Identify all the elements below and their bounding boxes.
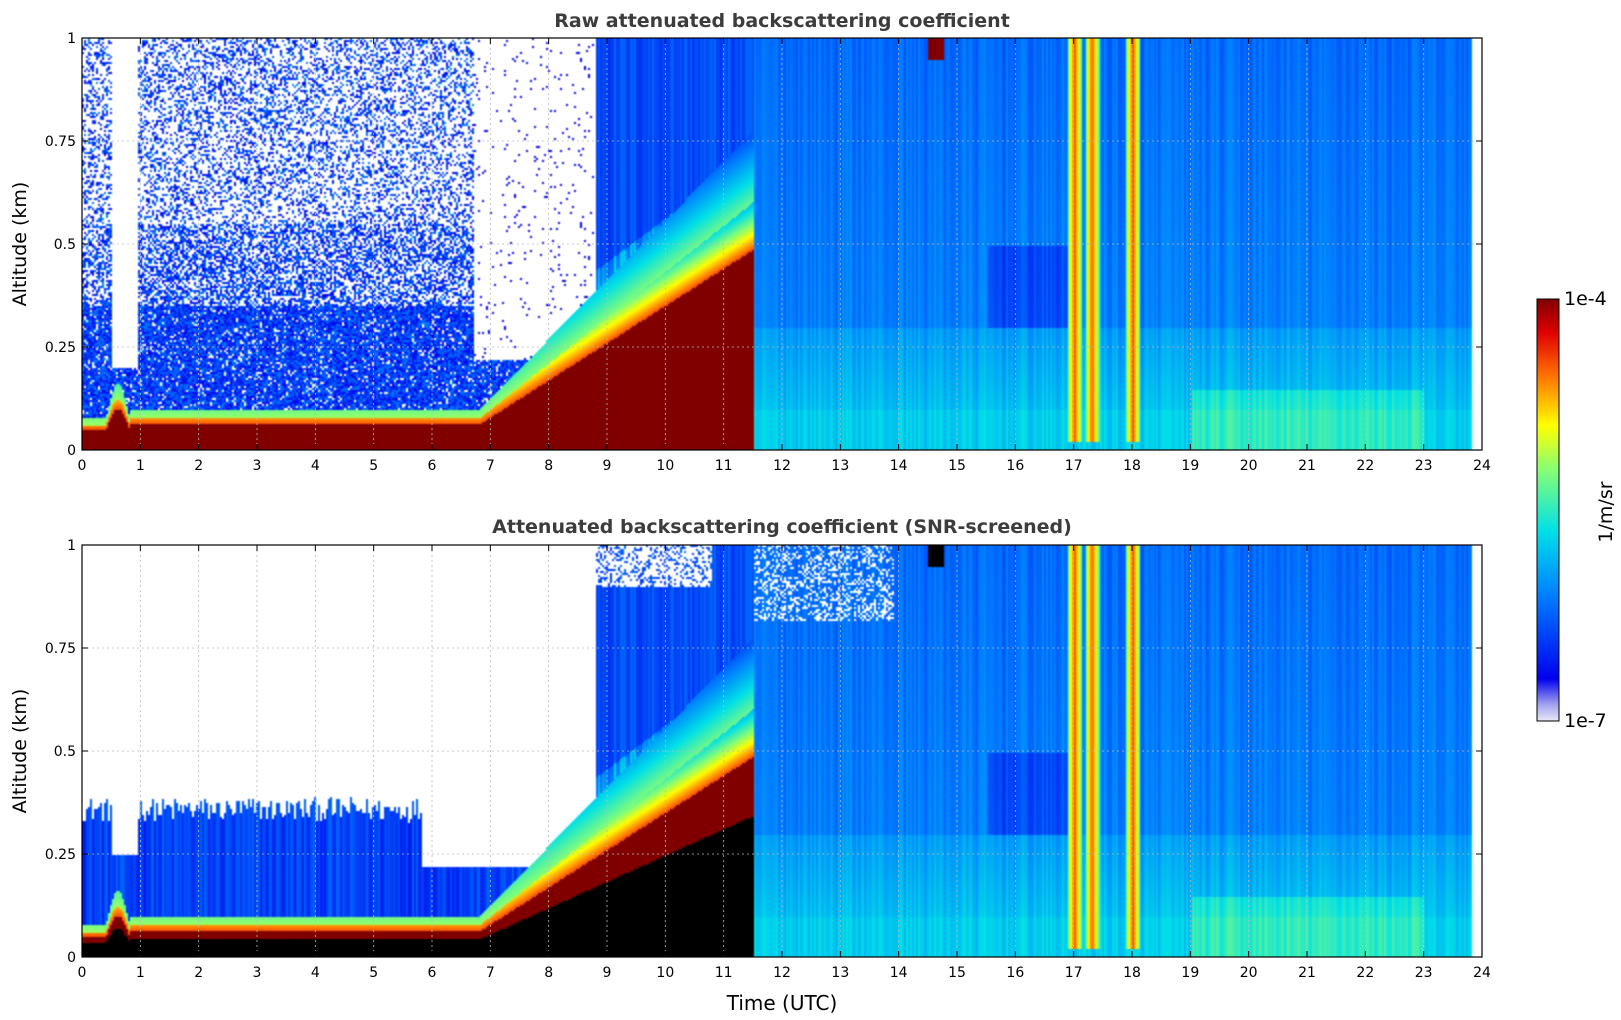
- panel-raw-ylabel: Altitude (km): [9, 182, 31, 307]
- x-tick-label: 4: [311, 965, 320, 981]
- colorbar-gradient: [1536, 298, 1560, 722]
- panel-raw-x-ticks: 0 1 2 3 4 5 6 7 8 9 10 11 12 13 14 15 16 17 18 19 20 21 22 23 24: [78, 38, 1491, 474]
- x-tick-label: 2: [194, 965, 203, 981]
- x-tick-label: 4: [311, 458, 320, 474]
- x-tick-label: 2: [194, 458, 203, 474]
- x-tick-label: 20: [1240, 965, 1258, 981]
- panel-raw-title: Raw attenuated backscattering coefficien…: [554, 10, 1010, 32]
- x-tick-label: 14: [890, 965, 908, 981]
- colorbar: 1e-4 1e-7 1/m/sr: [1536, 288, 1617, 732]
- x-tick-label: 14: [890, 458, 908, 474]
- x-tick-label: 22: [1356, 458, 1374, 474]
- x-tick-label: 20: [1240, 458, 1258, 474]
- x-tick-label: 17: [1065, 965, 1083, 981]
- x-tick-label: 3: [253, 458, 262, 474]
- panel-screened-xlabel: Time (UTC): [726, 991, 838, 1015]
- y-tick-label: 0.75: [45, 641, 76, 657]
- colorbar-label: 1/m/sr: [1595, 481, 1617, 542]
- x-tick-label: 22: [1356, 965, 1374, 981]
- panel-screened: Attenuated backscattering coefficient (S…: [9, 516, 1491, 1015]
- x-tick-label: 8: [544, 458, 553, 474]
- x-tick-label: 24: [1473, 458, 1491, 474]
- x-tick-label: 13: [831, 965, 849, 981]
- x-tick-label: 7: [486, 458, 495, 474]
- x-tick-label: 13: [831, 458, 849, 474]
- y-tick-label: 0: [67, 950, 76, 966]
- x-tick-label: 5: [369, 965, 378, 981]
- x-tick-label: 17: [1065, 458, 1083, 474]
- y-tick-label: 0: [67, 443, 76, 459]
- y-tick-label: 0.75: [45, 134, 76, 150]
- y-tick-label: 1: [67, 538, 76, 554]
- x-tick-label: 21: [1298, 965, 1316, 981]
- y-tick-label: 0.25: [45, 847, 76, 863]
- x-tick-label: 15: [948, 965, 966, 981]
- y-tick-label: 0.25: [45, 340, 76, 356]
- panel-screened-ylabel: Altitude (km): [9, 689, 31, 814]
- panel-screened-y-ticks: 0 0.25 0.5 0.75 1: [45, 538, 1482, 966]
- x-tick-label: 8: [544, 965, 553, 981]
- x-tick-label: 16: [1006, 965, 1024, 981]
- y-tick-label: 0.5: [54, 744, 76, 760]
- panel-raw-grid: [82, 38, 1482, 450]
- y-tick-label: 1: [67, 31, 76, 47]
- x-tick-label: 6: [428, 458, 437, 474]
- x-tick-label: 1: [136, 458, 145, 474]
- x-tick-label: 10: [656, 458, 674, 474]
- x-tick-label: 6: [428, 965, 437, 981]
- x-tick-label: 19: [1181, 965, 1199, 981]
- x-tick-label: 18: [1123, 458, 1141, 474]
- x-tick-label: 16: [1006, 458, 1024, 474]
- x-tick-label: 23: [1415, 458, 1433, 474]
- panel-raw-y-ticks: 0 0.25 0.5 0.75 1: [45, 31, 1482, 459]
- x-tick-label: 21: [1298, 458, 1316, 474]
- colorbar-max-label: 1e-4: [1564, 288, 1607, 310]
- x-tick-label: 23: [1415, 965, 1433, 981]
- colorbar-min-label: 1e-7: [1564, 710, 1607, 732]
- x-tick-label: 19: [1181, 458, 1199, 474]
- x-tick-label: 3: [253, 965, 262, 981]
- panel-screened-x-ticks: 0 1 2 3 4 5 6 7 8 9 10 11 12 13 14 15 16 17 18 19 20 21 22 23 24: [78, 545, 1491, 981]
- x-tick-label: 0: [78, 965, 87, 981]
- x-tick-label: 18: [1123, 965, 1141, 981]
- panel-screened-title: Attenuated backscattering coefficient (S…: [492, 516, 1072, 538]
- x-tick-label: 5: [369, 458, 378, 474]
- x-tick-label: 0: [78, 458, 87, 474]
- y-tick-label: 0.5: [54, 237, 76, 253]
- panel-raw: Raw attenuated backscattering coefficien…: [9, 10, 1491, 474]
- x-tick-label: 11: [715, 965, 733, 981]
- x-tick-label: 24: [1473, 965, 1491, 981]
- x-tick-label: 9: [603, 458, 612, 474]
- x-tick-label: 12: [773, 965, 791, 981]
- x-tick-label: 11: [715, 458, 733, 474]
- x-tick-label: 9: [603, 965, 612, 981]
- panel-screened-grid: [82, 545, 1482, 957]
- x-tick-label: 10: [656, 965, 674, 981]
- x-tick-label: 15: [948, 458, 966, 474]
- x-tick-label: 12: [773, 458, 791, 474]
- x-tick-label: 1: [136, 965, 145, 981]
- x-tick-label: 7: [486, 965, 495, 981]
